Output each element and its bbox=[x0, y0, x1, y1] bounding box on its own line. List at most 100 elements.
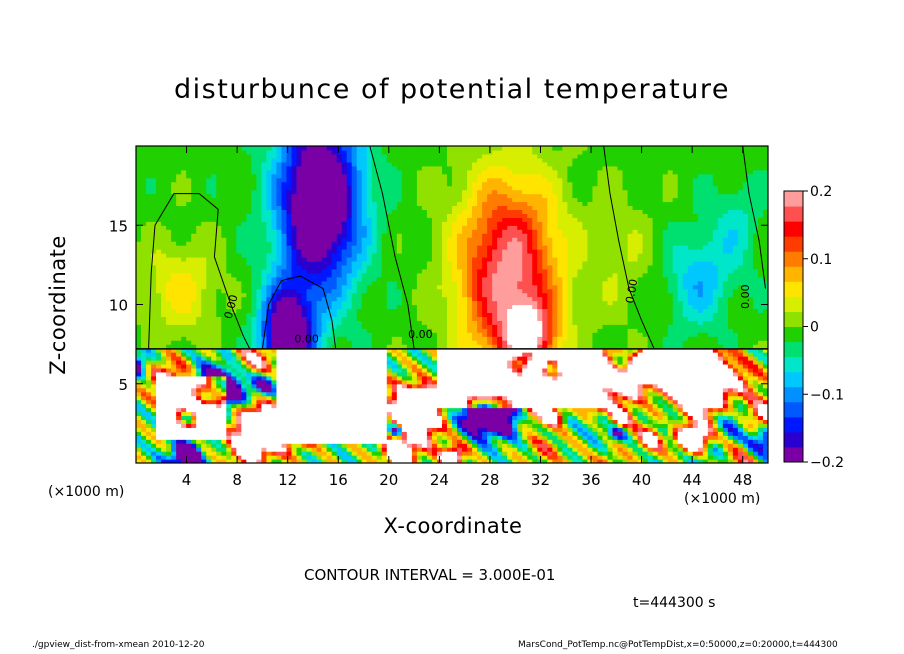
heatmap-cell bbox=[271, 356, 278, 361]
heatmap-cell bbox=[697, 308, 704, 314]
heatmap-cell bbox=[216, 411, 222, 417]
heatmap-cell bbox=[487, 332, 493, 337]
heatmap-cell bbox=[467, 371, 473, 377]
heatmap-cell bbox=[522, 320, 528, 325]
heatmap-cell bbox=[386, 459, 393, 463]
heatmap-cell bbox=[196, 379, 202, 385]
heatmap-cell bbox=[321, 367, 328, 373]
heatmap-cell bbox=[161, 391, 167, 397]
heatmap-cell bbox=[452, 419, 458, 424]
heatmap-cell bbox=[221, 447, 227, 452]
heatmap-cell bbox=[376, 304, 383, 310]
heatmap-cell bbox=[316, 447, 323, 452]
heatmap-cell bbox=[251, 344, 257, 349]
heatmap-cell bbox=[662, 379, 669, 385]
heatmap-cell bbox=[462, 443, 468, 448]
heatmap-cell bbox=[431, 375, 438, 381]
heatmap-cell bbox=[602, 383, 609, 389]
heatmap-cell bbox=[477, 427, 483, 432]
heatmap-cell bbox=[557, 439, 563, 444]
heatmap-cell bbox=[532, 352, 538, 357]
heatmap-cell bbox=[196, 419, 202, 424]
heatmap-cell bbox=[582, 403, 589, 409]
heatmap-cell bbox=[532, 399, 538, 405]
heatmap-cell bbox=[737, 391, 744, 397]
heatmap-cell bbox=[236, 367, 242, 373]
heatmap-cell bbox=[482, 379, 488, 385]
heatmap-cell bbox=[712, 403, 719, 409]
heatmap-cell bbox=[196, 332, 202, 337]
heatmap-cell bbox=[386, 435, 393, 440]
heatmap-cell bbox=[311, 407, 318, 413]
heatmap-cell bbox=[326, 411, 333, 417]
heatmap-cell bbox=[236, 435, 242, 440]
heatmap-cell bbox=[371, 403, 378, 409]
heatmap-cell bbox=[276, 455, 283, 460]
heatmap-cell bbox=[757, 387, 764, 393]
heatmap-cell bbox=[286, 371, 293, 377]
heatmap-cell bbox=[497, 371, 503, 377]
heatmap-cell bbox=[457, 387, 463, 393]
heatmap-cell bbox=[722, 336, 729, 341]
heatmap-cell bbox=[682, 407, 689, 413]
heatmap-cell bbox=[316, 367, 323, 373]
heatmap-cell bbox=[742, 324, 749, 329]
heatmap-cell bbox=[527, 403, 533, 409]
heatmap-cell bbox=[416, 455, 423, 460]
heatmap-cell bbox=[572, 407, 578, 413]
heatmap-cell bbox=[667, 316, 674, 321]
heatmap-cell bbox=[236, 427, 242, 432]
heatmap-cell bbox=[386, 411, 393, 417]
heatmap-cell bbox=[151, 419, 157, 424]
heatmap-cell bbox=[712, 344, 719, 349]
heatmap-cell bbox=[477, 443, 483, 448]
heatmap-cell bbox=[507, 363, 513, 369]
heatmap-cell bbox=[502, 312, 508, 317]
heatmap-cell bbox=[221, 435, 227, 440]
heatmap-cell bbox=[672, 340, 679, 345]
heatmap-cell bbox=[732, 459, 739, 463]
heatmap-cell bbox=[652, 443, 659, 448]
heatmap-cell bbox=[366, 403, 373, 409]
heatmap-cell bbox=[522, 395, 528, 401]
heatmap-cell bbox=[346, 312, 353, 317]
heatmap-cell bbox=[266, 340, 273, 345]
heatmap-cell bbox=[687, 427, 694, 432]
heatmap-cell bbox=[226, 387, 232, 393]
heatmap-cell bbox=[226, 367, 232, 373]
heatmap-cell bbox=[617, 459, 624, 463]
heatmap-cell bbox=[441, 320, 448, 325]
heatmap-cell bbox=[612, 399, 619, 405]
heatmap-cell bbox=[231, 328, 237, 333]
heatmap-cell bbox=[251, 328, 257, 333]
heatmap-cell bbox=[457, 375, 463, 381]
heatmap-cell bbox=[351, 399, 358, 405]
heatmap-cell bbox=[421, 411, 428, 417]
heatmap-cell bbox=[697, 336, 704, 341]
heatmap-cell bbox=[281, 399, 288, 405]
heatmap-cell bbox=[762, 419, 768, 424]
heatmap-cell bbox=[472, 324, 478, 329]
heatmap-cell bbox=[712, 415, 719, 421]
heatmap-cell bbox=[241, 411, 247, 417]
heatmap-cell bbox=[662, 395, 669, 401]
heatmap-cell bbox=[281, 328, 288, 333]
heatmap-cell bbox=[306, 455, 313, 460]
heatmap-cell bbox=[592, 443, 599, 448]
heatmap-cell bbox=[251, 459, 257, 463]
heatmap-cell bbox=[587, 423, 594, 428]
heatmap-cell bbox=[762, 324, 768, 329]
heatmap-cell bbox=[311, 344, 318, 349]
heatmap-cell bbox=[301, 304, 308, 310]
heatmap-cell bbox=[642, 395, 649, 401]
heatmap-cell bbox=[747, 427, 754, 432]
heatmap-cell bbox=[216, 443, 222, 448]
heatmap-cell bbox=[637, 435, 644, 440]
heatmap-cell bbox=[361, 359, 368, 365]
heatmap-cell bbox=[477, 395, 483, 401]
heatmap-cell bbox=[512, 447, 518, 452]
heatmap-cell bbox=[371, 375, 378, 381]
heatmap-cell bbox=[226, 431, 232, 436]
heatmap-cell bbox=[346, 395, 353, 401]
heatmap-cell bbox=[462, 419, 468, 424]
